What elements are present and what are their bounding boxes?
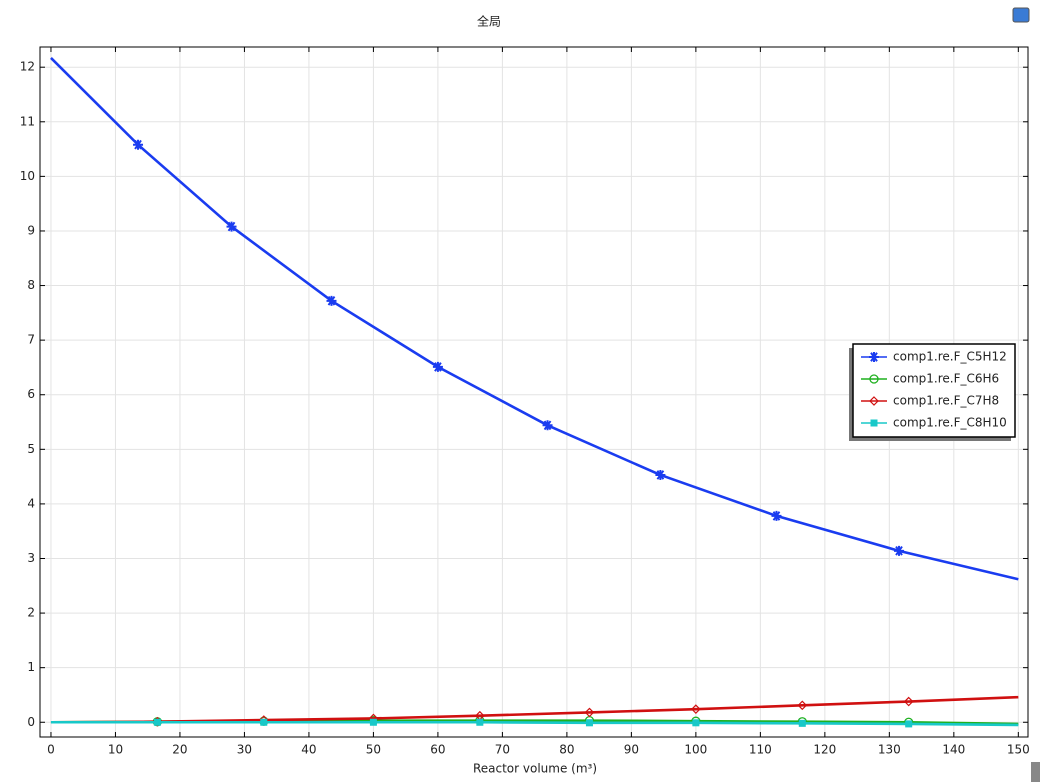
legend-label: comp1.re.F_C7H8 bbox=[893, 394, 999, 408]
legend-label: comp1.re.F_C6H6 bbox=[893, 372, 999, 386]
marker bbox=[797, 700, 808, 711]
x-tick-label: 50 bbox=[366, 743, 381, 757]
legend-label: comp1.re.F_C5H12 bbox=[893, 350, 1007, 364]
marker bbox=[226, 221, 237, 232]
marker bbox=[476, 718, 484, 726]
legend bbox=[852, 343, 1016, 438]
x-tick-label: 150 bbox=[1007, 743, 1030, 757]
y-tick-label: 9 bbox=[27, 223, 35, 237]
marker bbox=[692, 719, 700, 727]
marker bbox=[584, 707, 595, 718]
marker bbox=[133, 139, 144, 150]
marker bbox=[771, 510, 782, 521]
y-tick-label: 0 bbox=[27, 715, 35, 729]
marker bbox=[655, 469, 666, 480]
x-tick-label: 140 bbox=[942, 743, 965, 757]
y-tick-label: 4 bbox=[27, 496, 35, 510]
x-tick-label: 20 bbox=[172, 743, 187, 757]
marker bbox=[869, 396, 879, 406]
legend-label: comp1.re.F_C8H10 bbox=[893, 416, 1007, 430]
x-tick-label: 40 bbox=[301, 743, 316, 757]
marker bbox=[326, 295, 337, 306]
x-tick-label: 70 bbox=[495, 743, 510, 757]
y-tick-label: 6 bbox=[27, 387, 35, 401]
x-axis-label: Reactor volume (m³) bbox=[473, 762, 597, 776]
y-tick-label: 11 bbox=[20, 114, 35, 128]
x-tick-label: 60 bbox=[430, 743, 445, 757]
fullscreen-icon[interactable] bbox=[1012, 7, 1030, 23]
plot-frame bbox=[39, 46, 1029, 738]
y-tick-label: 10 bbox=[20, 169, 35, 183]
x-tick-label: 130 bbox=[878, 743, 901, 757]
marker bbox=[798, 719, 806, 727]
marker bbox=[869, 374, 879, 384]
x-tick-label: 90 bbox=[624, 743, 639, 757]
y-tick-label: 2 bbox=[27, 606, 35, 620]
series-line bbox=[50, 56, 1019, 581]
marker bbox=[432, 361, 443, 372]
y-tick-label: 8 bbox=[27, 278, 35, 292]
y-tick-label: 5 bbox=[27, 442, 35, 456]
series-line bbox=[50, 695, 1019, 724]
marker bbox=[260, 718, 268, 726]
marker bbox=[542, 420, 553, 431]
series-line bbox=[50, 720, 1019, 727]
marker bbox=[870, 419, 878, 427]
x-tick-label: 0 bbox=[47, 743, 55, 757]
marker bbox=[903, 696, 914, 707]
y-tick-label: 7 bbox=[27, 333, 35, 347]
marker bbox=[369, 718, 377, 726]
x-tick-label: 30 bbox=[237, 743, 252, 757]
marker bbox=[869, 352, 879, 362]
x-tick-label: 80 bbox=[559, 743, 574, 757]
x-tick-label: 120 bbox=[813, 743, 836, 757]
y-tick-label: 3 bbox=[27, 551, 35, 565]
marker bbox=[153, 718, 161, 726]
scroll-handle[interactable] bbox=[1031, 762, 1040, 782]
marker bbox=[585, 719, 593, 727]
marker bbox=[894, 545, 905, 556]
x-tick-label: 110 bbox=[749, 743, 772, 757]
y-tick-label: 1 bbox=[27, 660, 35, 674]
x-tick-label: 10 bbox=[108, 743, 123, 757]
chart-title: 全局 bbox=[477, 14, 501, 29]
x-tick-label: 100 bbox=[684, 743, 707, 757]
marker bbox=[691, 704, 701, 715]
marker bbox=[905, 720, 913, 728]
y-tick-label: 12 bbox=[20, 60, 35, 74]
